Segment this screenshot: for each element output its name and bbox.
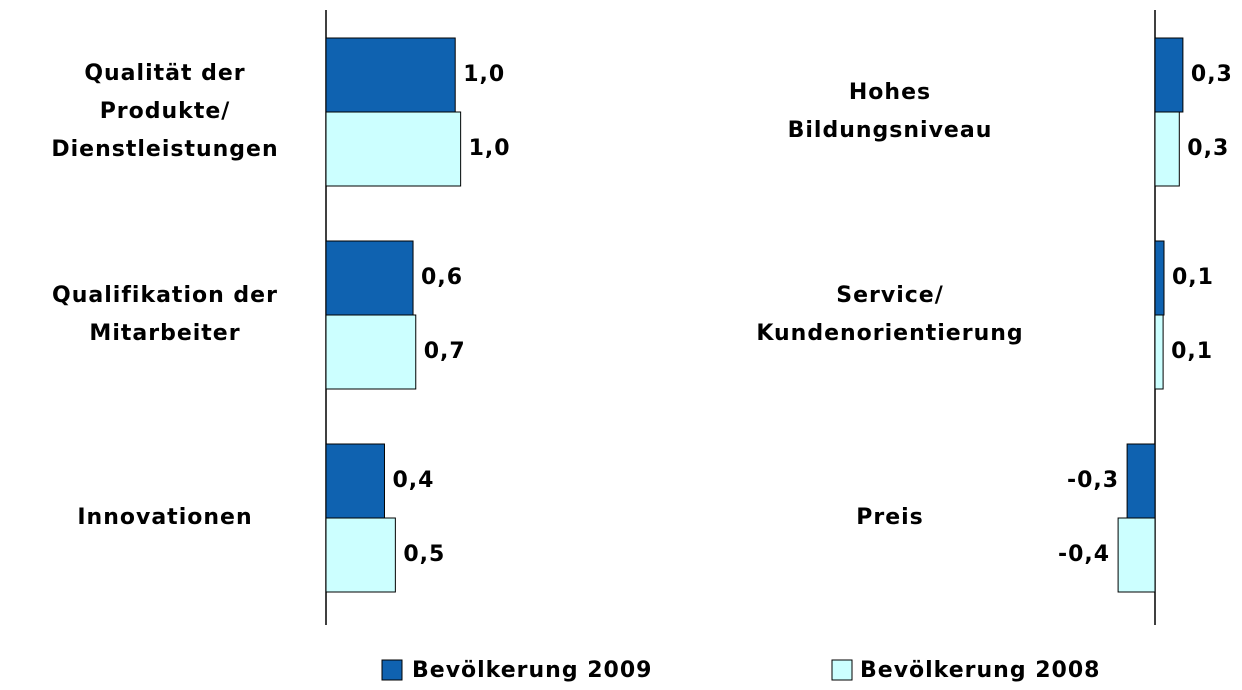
category-label: Kundenorientierung [756,321,1023,346]
legend-swatch [381,659,403,681]
category-label: Qualität der [84,61,245,86]
data-label: 0,6 [421,265,463,290]
data-label: 0,3 [1191,62,1233,87]
category-label: Bildungsniveau [788,118,993,143]
category-label: Mitarbeiter [89,321,240,346]
data-label: -0,3 [1067,468,1119,493]
bar [325,314,417,390]
data-label: 1,0 [469,136,511,161]
category-label: Hohes [849,80,931,105]
data-label: 0,1 [1171,339,1213,364]
category-label: Service/ [836,283,944,308]
data-label: 0,5 [403,542,445,567]
category-label: Innovationen [77,505,252,530]
bar [1154,37,1184,113]
bar [1154,111,1180,187]
data-label: 0,7 [424,339,466,364]
category-label: Produkte/ [100,99,231,124]
data-label: 0,1 [1172,265,1214,290]
bar [1126,443,1156,519]
category-label: Preis [856,505,924,530]
bar [325,517,396,593]
legend-swatch [831,659,853,681]
bar [1117,517,1156,593]
data-label: -0,4 [1058,542,1110,567]
bar [325,37,456,113]
legend-label: Bevölkerung 2009 [412,658,652,683]
data-label: 0,4 [392,468,434,493]
bar [325,443,385,519]
category-label: Dienstleistungen [51,137,278,162]
data-label: 1,0 [463,62,505,87]
bar [325,240,414,316]
bar [325,111,462,187]
category-label: Qualifikation der [52,283,278,308]
legend-label: Bevölkerung 2008 [860,658,1100,683]
bar [1154,240,1165,316]
data-label: 0,3 [1187,136,1229,161]
bar [1154,314,1164,390]
